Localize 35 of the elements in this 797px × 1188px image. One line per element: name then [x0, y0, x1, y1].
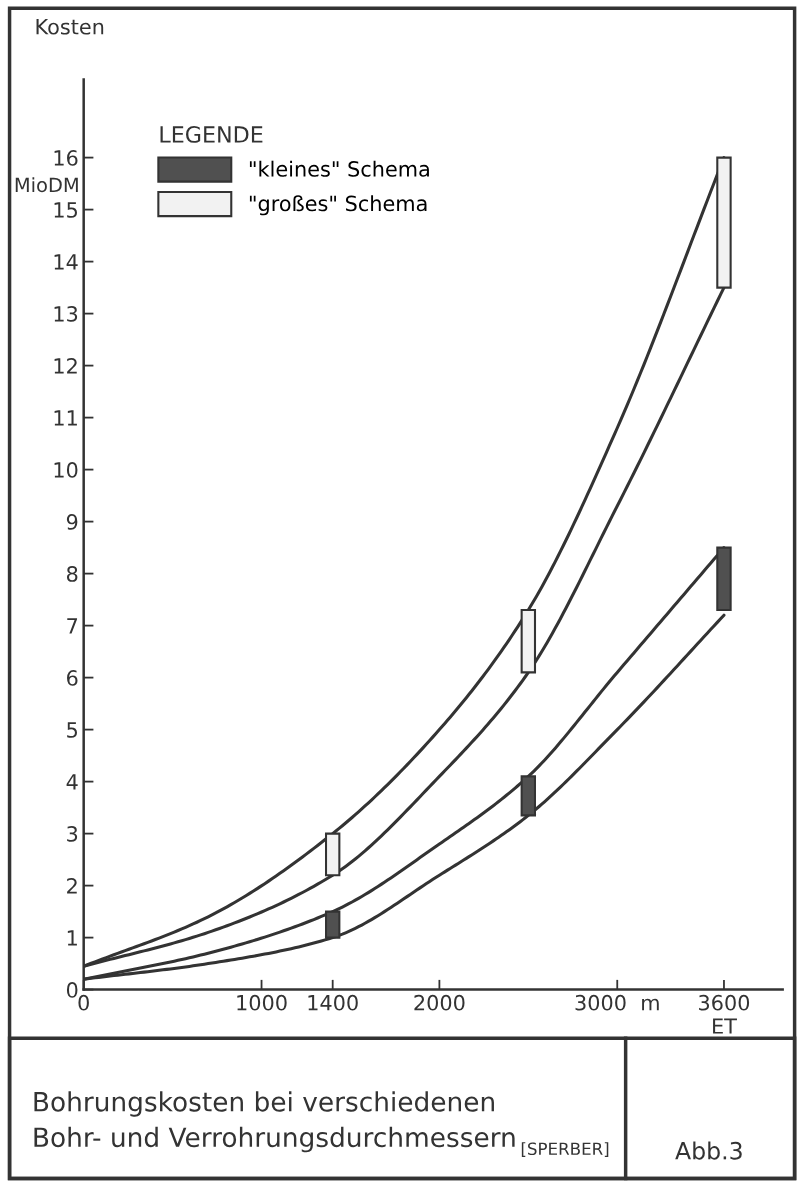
- bar: [520, 608, 537, 674]
- y-tick-label: 9: [66, 514, 78, 530]
- text: Bohrungskosten bei verschiedenen Bohr- und Verrohrungsdurchmessern: [34, 1091, 515, 1153]
- bar: [324, 832, 341, 877]
- y-tick-label: 0: [66, 982, 78, 998]
- y-tick-label: 1: [67, 930, 77, 946]
- y-tick-label: 14: [54, 254, 78, 270]
- x-tick-label: 1400: [308, 994, 358, 1011]
- y-tick-label: 8: [66, 566, 78, 582]
- legend-label: "großes" Schema: [249, 195, 427, 216]
- y-tick-label: 13: [54, 306, 78, 322]
- y-tick-label: 3: [67, 826, 78, 842]
- y-tick-label: 7: [67, 618, 78, 634]
- x-tick-label: 0: [78, 994, 89, 1011]
- y-tick-label: 4: [66, 774, 78, 790]
- x-tick-label: 3600 ET: [699, 994, 750, 1034]
- text: MioDM: [15, 177, 78, 193]
- y-axis-title: Kosten: [36, 19, 104, 35]
- y-tick-label: 11: [54, 410, 77, 426]
- text: [SPERBER]: [521, 1142, 609, 1158]
- x-tick-label: 1000: [237, 994, 287, 1011]
- x-tick-label: 2000: [414, 994, 465, 1011]
- y-tick-label: 2: [67, 878, 77, 894]
- y-tick-label: 12: [54, 358, 77, 374]
- x-tick-label: 3000 m: [575, 994, 659, 1011]
- bar: [520, 775, 537, 817]
- legend-title: LEGENDE: [160, 126, 263, 143]
- y-tick-label: 16: [54, 150, 78, 166]
- y-tick-label: 10: [54, 462, 78, 478]
- legend-label: "kleines" Schema: [249, 160, 429, 177]
- y-tick-label: 6: [67, 670, 78, 686]
- caption: Abb.3: [675, 1141, 742, 1160]
- y-tick-label: 15: [54, 202, 77, 218]
- bar: [324, 910, 341, 939]
- y-tick-label: 5: [67, 722, 77, 738]
